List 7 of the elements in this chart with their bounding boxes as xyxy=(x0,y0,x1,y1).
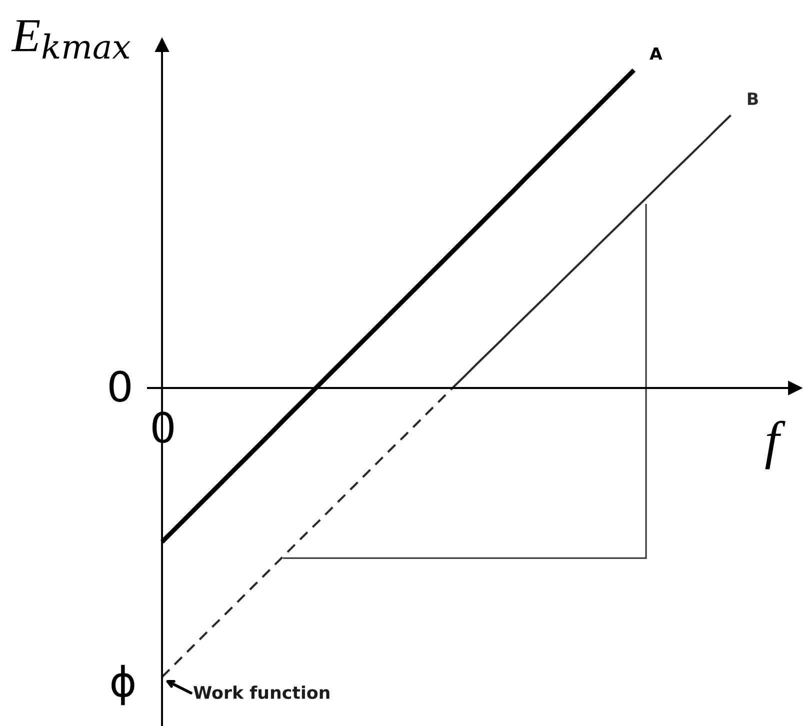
text: ϕ xyxy=(112,664,134,706)
series-label: B xyxy=(748,92,758,105)
text: 0 xyxy=(109,370,130,402)
x-axis-title: f xyxy=(765,420,786,470)
y-axis-title: E$_{kmax}$ xyxy=(11,20,130,59)
series-label: A xyxy=(650,48,662,60)
text: Work function xyxy=(194,686,330,700)
